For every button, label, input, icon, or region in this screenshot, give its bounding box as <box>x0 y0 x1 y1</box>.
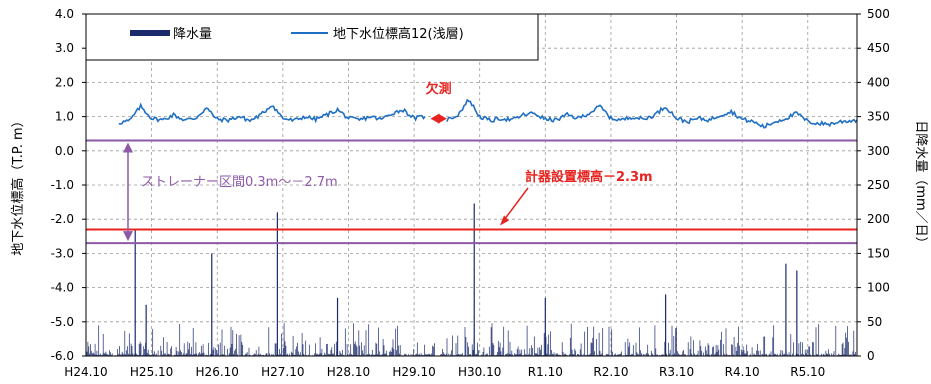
instrument-elevation-label: 計器設置標高－2.3m <box>525 169 653 185</box>
x-tick-label: R1.10 <box>528 365 563 379</box>
left-tick-label: -6.0 <box>51 349 74 363</box>
right-tick-label: 350 <box>867 110 890 124</box>
left-tick-label: -3.0 <box>51 246 74 260</box>
grid-layer <box>86 14 857 356</box>
right-tick-label: 0 <box>867 349 875 363</box>
x-tick-label: R5.10 <box>790 365 825 379</box>
reference-lines <box>86 139 857 245</box>
left-tick-label: -5.0 <box>51 315 74 329</box>
x-axis-ticks: H24.10 H25.10 H26.10 H27.10 H28.10 H29.10 H30.… <box>64 365 825 379</box>
left-axis-label: 地下水位標高（T.P. m） <box>10 114 26 255</box>
left-tick-label: 4.0 <box>55 7 74 21</box>
right-tick-label: 200 <box>867 212 890 226</box>
x-tick-label: H25.10 <box>130 365 173 379</box>
x-tick-label: H27.10 <box>261 365 304 379</box>
x-tick-label: H30.10 <box>458 365 501 379</box>
legend-box <box>85 13 539 61</box>
x-tick-label: R2.10 <box>593 365 628 379</box>
groundwater-level-line <box>118 98 858 129</box>
right-tick-label: 400 <box>867 75 890 89</box>
right-tick-label: 150 <box>867 246 890 260</box>
right-tick-label: 250 <box>867 178 890 192</box>
right-tick-label: 100 <box>867 281 890 295</box>
rainfall-bars <box>86 203 856 356</box>
right-tick-label: 500 <box>867 7 890 21</box>
left-tick-label: 0.0 <box>55 144 74 158</box>
x-tick-label: H24.10 <box>64 365 107 379</box>
left-tick-label: -1.0 <box>51 178 74 192</box>
instrument-elevation-arrowhead <box>500 215 509 226</box>
missing-data-arrowhead-right <box>437 113 447 124</box>
left-tick-label: 2.0 <box>55 75 74 89</box>
strainer-arrowhead-bottom <box>123 231 133 242</box>
right-tick-label: 300 <box>867 144 890 158</box>
instrument-elevation-pointer <box>502 187 529 222</box>
left-tick-label: 3.0 <box>55 41 74 55</box>
x-tick-label: H28.10 <box>327 365 370 379</box>
left-tick-label: 1.0 <box>55 110 74 124</box>
missing-data-label: 欠測 <box>426 81 452 97</box>
left-tick-label: -4.0 <box>51 281 74 295</box>
legend: 降水量 地下水位標高12(浅層) <box>85 13 539 61</box>
legend-label-rainfall: 降水量 <box>173 27 212 42</box>
groundwater-line-segment <box>118 102 426 125</box>
x-tick-label: R3.10 <box>659 365 694 379</box>
legend-swatch-rainfall <box>130 30 170 36</box>
strainer-label: ストレーナー区間0.3m～－2.7m <box>141 175 338 190</box>
left-axis-ticks: 4.0 3.0 2.0 1.0 0.0 -1.0 -2.0 -3.0 -4.0 -5.0 -6.0 <box>51 7 86 363</box>
x-tick-label: H26.10 <box>196 365 239 379</box>
right-axis-label: 日降水量（mm／日） <box>913 120 928 249</box>
legend-label-groundwater: 地下水位標高12(浅層) <box>333 26 464 42</box>
missing-data-arrowhead-left <box>430 113 440 124</box>
x-tick-label: H29.10 <box>392 365 435 379</box>
right-tick-label: 450 <box>867 41 890 55</box>
right-tick-label: 50 <box>867 315 882 329</box>
strainer-arrowhead-top <box>123 142 133 153</box>
left-tick-label: -2.0 <box>51 212 74 226</box>
x-tick-label: R4.10 <box>725 365 760 379</box>
groundwater-line-segment <box>446 98 858 129</box>
